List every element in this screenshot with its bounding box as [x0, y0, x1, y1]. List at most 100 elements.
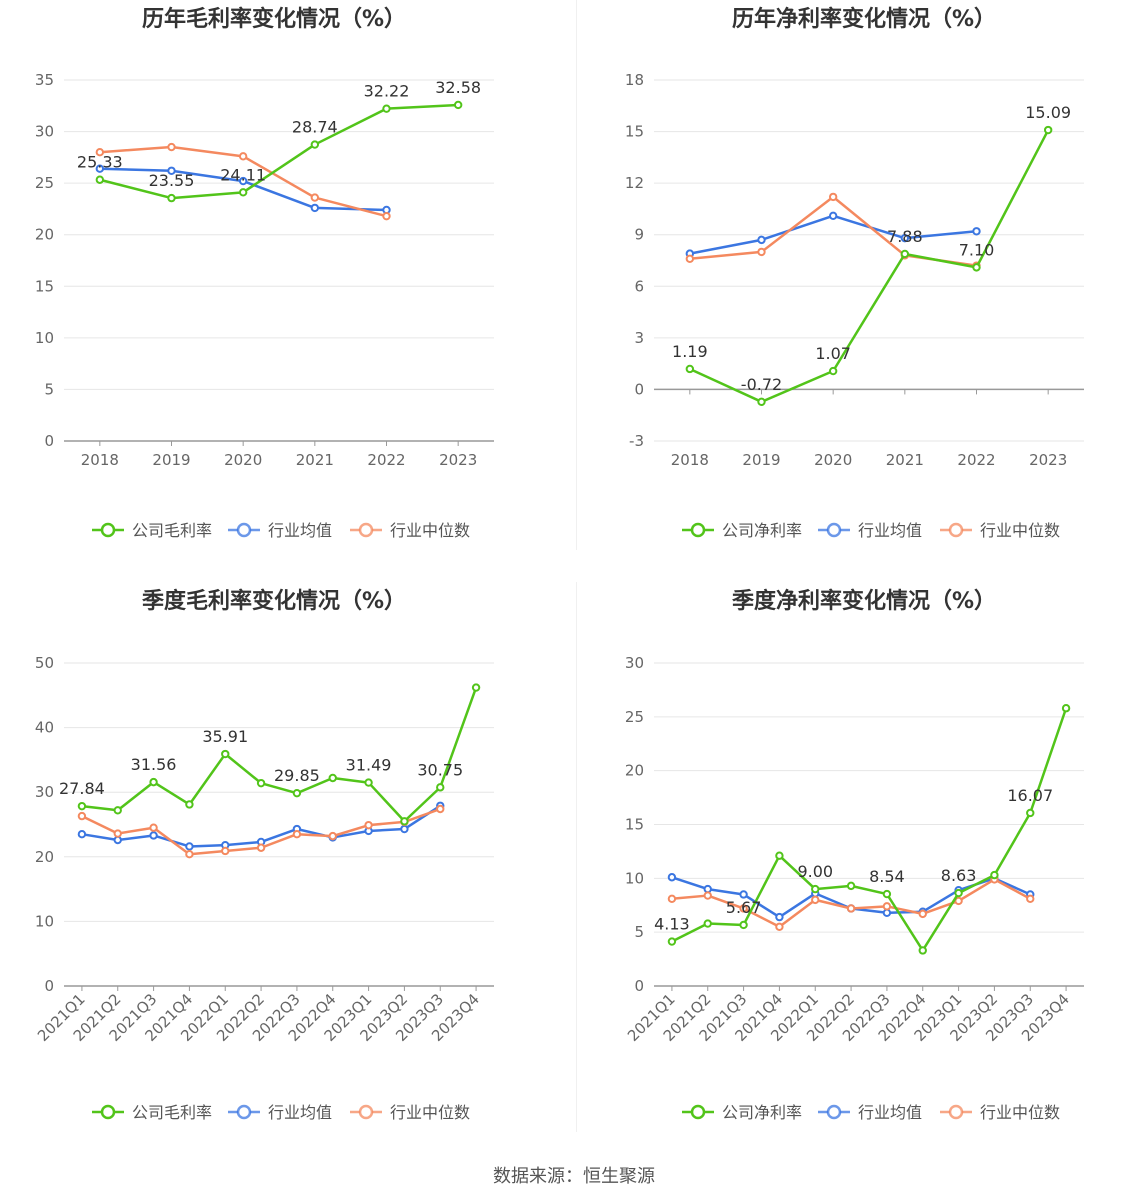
data-label: 1.07 [815, 344, 851, 363]
x-tick-label: 2019 [152, 451, 190, 469]
y-tick-label: 0 [634, 977, 644, 995]
legend-label: 行业中位数 [980, 1103, 1060, 1122]
data-label: 9.00 [797, 862, 833, 881]
legend-label: 行业均值 [858, 1103, 922, 1122]
y-tick-label: 10 [35, 912, 54, 930]
data-point [382, 104, 391, 113]
data-label: 5.67 [726, 898, 762, 917]
data-point [918, 946, 927, 955]
data-label: 4.13 [654, 915, 690, 934]
y-tick-label: 40 [35, 719, 54, 737]
data-point [436, 804, 445, 814]
x-tick-label: 2023 [439, 451, 477, 469]
data-point [310, 193, 320, 202]
data-point [757, 235, 766, 245]
data-label: 1.19 [672, 342, 708, 361]
x-tick-label: 2020 [814, 451, 852, 469]
data-label: 8.63 [941, 866, 977, 885]
data-label: 7.10 [959, 240, 995, 259]
data-point [149, 777, 158, 787]
legend-marker [358, 522, 374, 538]
y-tick-label: 30 [35, 783, 54, 801]
data-label: 7.88 [887, 227, 923, 246]
x-tick-label: 2018 [671, 451, 709, 469]
data-point [400, 824, 409, 834]
data-label: 28.74 [292, 118, 338, 137]
legend-label: 行业中位数 [390, 521, 470, 540]
data-point [703, 884, 712, 894]
data-point [990, 870, 999, 880]
data-point [739, 890, 748, 899]
data-point [1026, 894, 1035, 903]
data-point [185, 800, 194, 809]
y-tick-label: -3 [629, 432, 644, 450]
chart-panel-annual-gross-margin: 历年毛利率变化情况（%） 0 5 10 15 20 25 30 35 2018 2019 2020 20… [0, 0, 574, 578]
data-label: 16.07 [1007, 786, 1053, 805]
y-tick-label: 20 [35, 848, 54, 866]
data-label: -0.72 [741, 375, 782, 394]
legend-label: 行业中位数 [390, 1103, 470, 1122]
data-point [775, 912, 784, 922]
data-point [167, 166, 176, 175]
y-tick-label: 9 [634, 226, 644, 244]
data-point [685, 254, 695, 263]
data-point [95, 164, 105, 173]
x-tick-label: 2019 [742, 451, 780, 469]
legend-marker [358, 1104, 374, 1120]
y-tick-label: 20 [625, 762, 644, 780]
data-point [775, 851, 784, 860]
data-point [113, 806, 122, 815]
legend-marker [100, 522, 116, 538]
series-line [689, 129, 1050, 404]
data-point [167, 142, 176, 152]
data-point [77, 829, 87, 839]
y-tick-label: 5 [44, 380, 54, 398]
data-point [95, 148, 105, 157]
data-point [364, 778, 373, 787]
series-line [81, 687, 478, 823]
series-line [99, 103, 459, 200]
data-label: 25.33 [77, 153, 123, 172]
data-point [846, 881, 856, 891]
legend-label: 行业均值 [858, 521, 922, 540]
data-point [811, 884, 820, 894]
y-tick-label: 30 [625, 654, 644, 672]
data-label: 15.09 [1025, 103, 1071, 122]
data-label: 30.75 [417, 760, 463, 779]
y-tick-label: 25 [35, 174, 54, 192]
legend-marker [100, 1104, 116, 1120]
data-point [364, 820, 373, 830]
data-point [167, 193, 176, 203]
y-tick-label: 10 [35, 329, 54, 347]
chart-panel-annual-net-margin: 历年净利率变化情况（%） -3 0 3 6 9 12 15 18 2018 2019 2020 2021… [590, 0, 1148, 578]
chart-quarterly-gross-margin: 季度毛利率变化情况（%）010203040502021Q12021Q22021Q… [34, 588, 494, 1122]
y-tick-label: 50 [35, 654, 54, 672]
series-line [689, 195, 977, 267]
data-point [436, 783, 445, 792]
legend-marker [236, 1104, 252, 1120]
data-label: 29.85 [274, 766, 320, 785]
legend-label: 公司毛利率 [132, 521, 212, 540]
data-point [972, 263, 981, 272]
y-tick-label: 20 [35, 226, 54, 244]
data-point [954, 888, 963, 898]
data-label: 24.11 [220, 165, 266, 184]
data-point [828, 366, 838, 376]
data-source-note: 数据来源：恒生聚源 [493, 1166, 655, 1187]
legend-marker [948, 522, 964, 538]
data-point [328, 773, 337, 783]
data-point [256, 778, 266, 788]
y-tick-label: 0 [634, 380, 644, 398]
y-tick-label: 10 [625, 869, 644, 887]
data-point [972, 227, 981, 236]
chart-title: 历年毛利率变化情况（%） [142, 6, 406, 32]
y-tick-label: 30 [35, 123, 54, 141]
data-point [775, 922, 784, 931]
data-point [221, 749, 230, 759]
data-label: 23.55 [149, 171, 195, 190]
data-point [685, 364, 695, 374]
chart-annual-net-margin: 历年净利率变化情况（%） -3 0 3 6 9 12 15 18 2018 2019 2020 2021… [625, 6, 1084, 540]
data-point [453, 100, 463, 110]
chart-title: 季度净利率变化情况（%） [732, 588, 996, 614]
data-point [113, 835, 122, 845]
